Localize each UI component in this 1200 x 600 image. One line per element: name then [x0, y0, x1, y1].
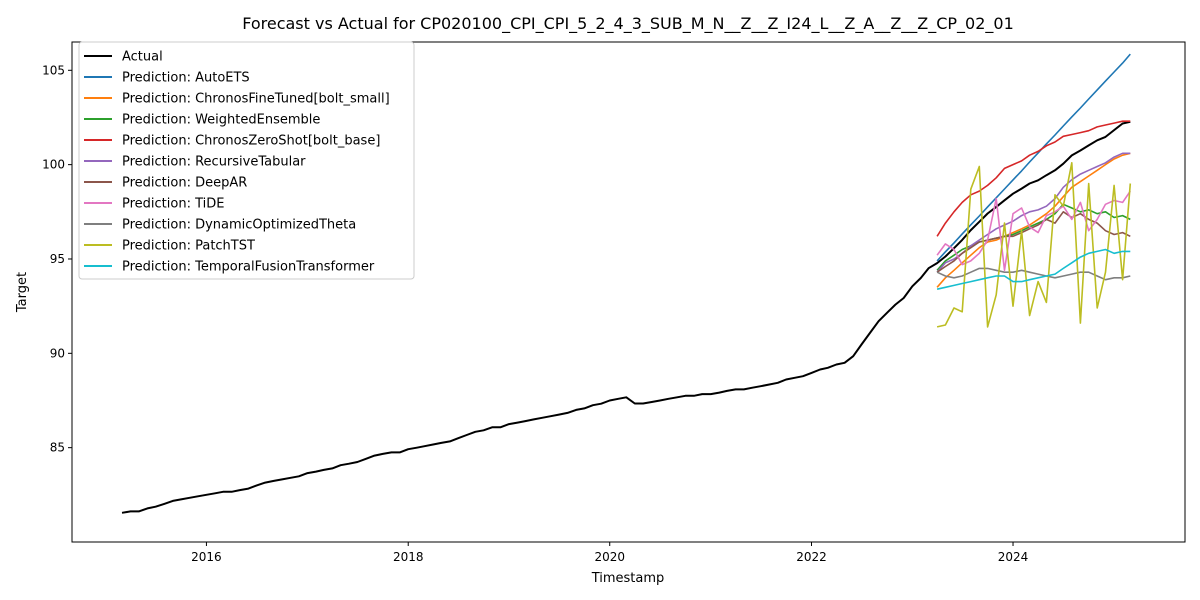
x-tick-label: 2018	[393, 550, 424, 564]
y-tick-label: 95	[50, 252, 65, 266]
chart-title: Forecast vs Actual for CP020100_CPI_CPI_…	[242, 14, 1014, 34]
legend-label: Prediction: TemporalFusionTransformer	[122, 260, 375, 275]
series-line-prediction-deepar	[936, 211, 1131, 273]
plot-lines	[121, 53, 1132, 514]
series-line-prediction-autoets	[936, 53, 1131, 262]
y-axis-label: Target	[15, 272, 30, 313]
series-line-prediction-temporalfusiontransformer	[936, 248, 1131, 290]
y-tick-label: 85	[50, 441, 65, 455]
y-tick-label: 105	[42, 63, 65, 77]
legend-label: Prediction: AutoETS	[122, 71, 250, 86]
series-line-actual	[121, 120, 1131, 514]
x-axis-label: Timestamp	[591, 571, 665, 586]
series-line-prediction-patchtst	[936, 162, 1132, 328]
x-tick-label: 2020	[594, 550, 625, 564]
y-tick-label: 100	[42, 158, 65, 172]
series-line-prediction-recursivetabular	[936, 152, 1131, 273]
legend: Actual Prediction: AutoETS Prediction: Chr…	[78, 41, 415, 280]
x-tick-label: 2022	[796, 550, 827, 564]
legend-label: Prediction: DynamicOptimizedTheta	[122, 218, 356, 233]
legend-label: Prediction: TiDE	[122, 197, 224, 212]
legend-label: Prediction: DeepAR	[122, 176, 247, 191]
legend-label: Actual	[122, 50, 163, 65]
legend-label: Prediction: ChronosZeroShot[bolt_base]	[122, 134, 380, 149]
series-line-prediction-chronosfinetuned-bolt-small	[936, 152, 1131, 288]
legend-label: Prediction: WeightedEnsemble	[122, 113, 320, 128]
legend-label: Prediction: RecursiveTabular	[122, 155, 306, 170]
series-line-prediction-chronoszeroshot-bolt-base	[936, 120, 1131, 237]
y-tick-label: 90	[50, 346, 65, 360]
series-line-prediction-dynamicoptimizedtheta	[936, 267, 1131, 281]
series-line-prediction-tide	[936, 190, 1131, 272]
y-axis: 85 90 95 100 105	[42, 63, 72, 455]
legend-box	[78, 41, 415, 280]
legend-label: Prediction: PatchTST	[122, 239, 255, 254]
x-tick-label: 2016	[191, 550, 222, 564]
legend-label: Prediction: ChronosFineTuned[bolt_small]	[122, 92, 390, 107]
plot-frame	[71, 41, 1186, 543]
x-axis: 2016 2018 2020 2022 2024	[191, 542, 1028, 564]
x-tick-label: 2024	[998, 550, 1029, 564]
